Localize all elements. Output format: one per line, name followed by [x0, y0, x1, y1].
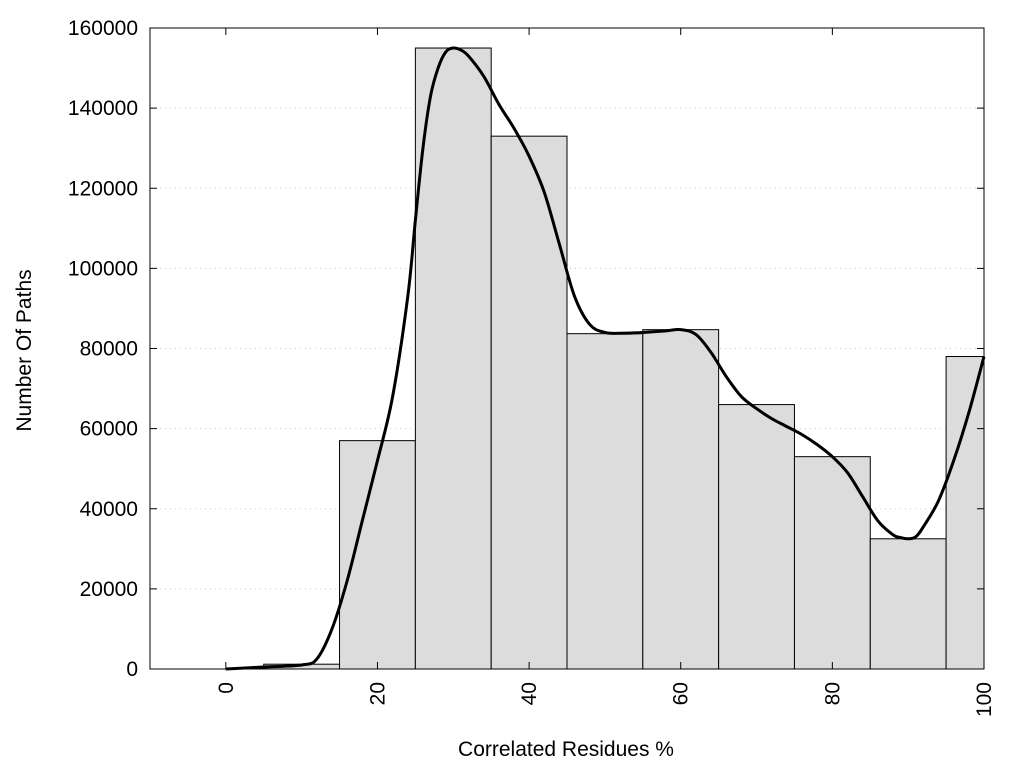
y-tick-label: 60000: [80, 418, 138, 441]
histogram-bar: [490, 135, 568, 670]
x-tick-label: 40: [518, 682, 541, 705]
y-tick-label: 140000: [68, 97, 138, 120]
histogram-bar: [869, 538, 947, 670]
y-tick-label: 80000: [80, 338, 138, 361]
x-axis: 0 20 40 60 80 100: [215, 28, 996, 717]
y-axis-title: Number Of Paths: [13, 269, 36, 431]
histogram-bar: [339, 440, 416, 670]
x-tick-label: 80: [821, 682, 844, 705]
histogram-bars: [225, 47, 985, 670]
histogram-bar: [718, 404, 795, 670]
histogram-bar: [793, 456, 871, 670]
x-tick-label: 0: [215, 682, 238, 694]
histogram-bar: [945, 356, 985, 670]
y-tick-label: 20000: [80, 578, 138, 601]
x-tick-label: 20: [366, 682, 389, 705]
y-tick-label: 0: [126, 658, 138, 681]
y-tick-label: 100000: [68, 257, 138, 280]
x-axis-title: Correlated Residues %: [458, 738, 674, 761]
x-tick-label: 100: [973, 682, 996, 717]
y-tick-label: 120000: [68, 177, 138, 200]
histogram-bar: [566, 333, 644, 670]
y-axis: 0 20000 40000 60000 80000 100000 120000 140000 1…: [68, 17, 984, 681]
histogram-bar: [642, 329, 720, 670]
y-tick-label: 40000: [80, 498, 138, 521]
y-tick-label: 160000: [68, 17, 138, 40]
x-tick-label: 60: [670, 682, 693, 705]
density-curve: [225, 46, 986, 671]
histogram-bar: [414, 47, 492, 670]
